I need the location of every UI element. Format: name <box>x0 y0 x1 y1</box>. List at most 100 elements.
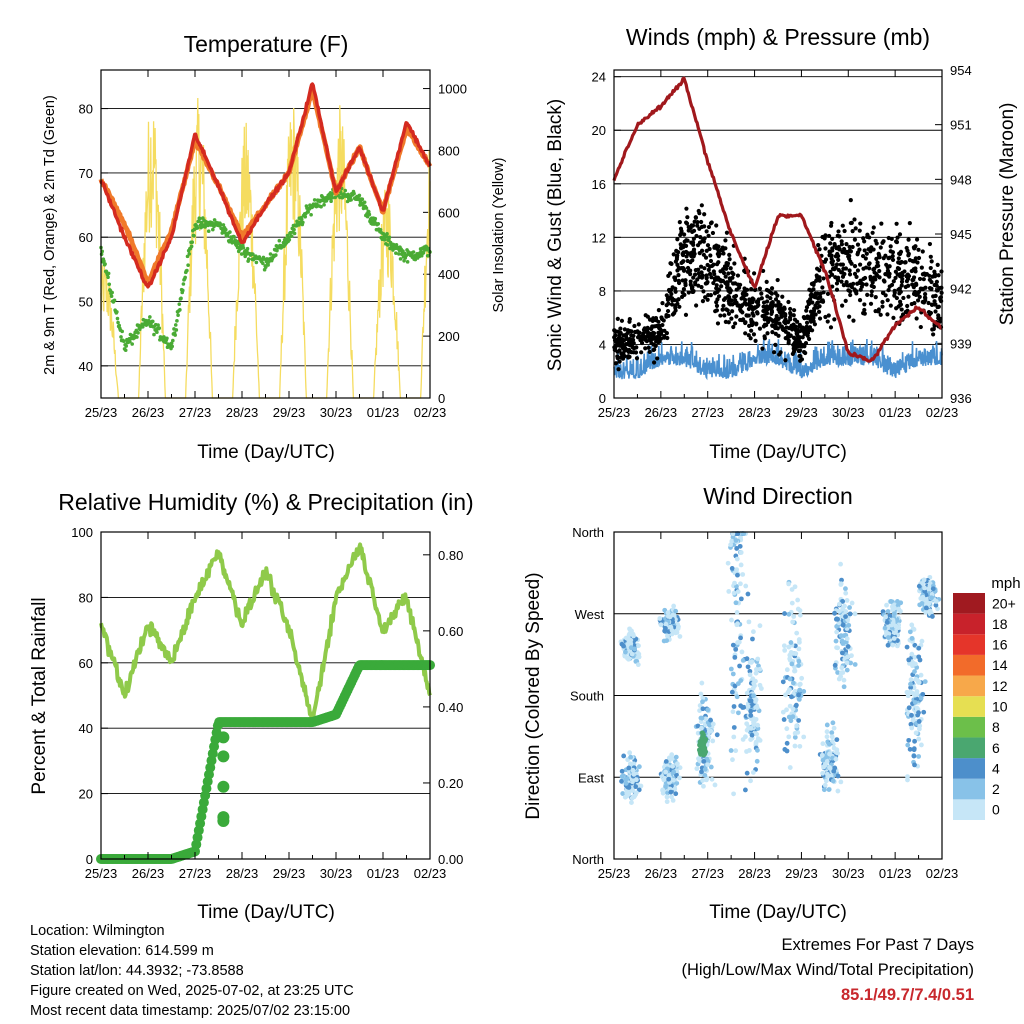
direction-point <box>758 686 764 691</box>
direction-point <box>712 782 718 788</box>
dewpoint-point <box>382 238 387 242</box>
gust-point <box>699 203 704 208</box>
dewpoint-point <box>245 246 250 251</box>
gust-point <box>894 295 899 301</box>
direction-point <box>844 636 850 642</box>
gust-point <box>675 262 680 267</box>
gust-point <box>693 215 699 220</box>
gust-point <box>738 307 743 312</box>
gust-point <box>693 268 698 273</box>
gust-point <box>627 329 633 334</box>
gust-point <box>848 198 853 203</box>
gust-point <box>673 305 678 310</box>
direction-point <box>920 691 926 697</box>
dewpoint-point <box>176 313 180 318</box>
gust-point <box>681 243 686 249</box>
gust-point <box>618 326 623 331</box>
direction-point <box>708 717 713 723</box>
direction-point <box>665 610 671 616</box>
gust-point <box>811 315 816 321</box>
gust-point <box>917 294 922 299</box>
winds-xtick-label: 28/23 <box>738 405 771 420</box>
dewpoint-point <box>206 223 210 228</box>
gust-point <box>714 286 719 291</box>
direction-point <box>699 769 704 775</box>
gust-point <box>800 344 805 349</box>
gust-point <box>862 239 867 244</box>
humidity-ytick-label-right: 0.00 <box>438 852 463 867</box>
gust-point <box>773 331 778 336</box>
direction-point <box>799 675 805 681</box>
gust-point <box>689 251 694 256</box>
gust-point <box>820 285 825 290</box>
direction-point <box>907 746 913 752</box>
winds-ytick-label-right: 942 <box>950 282 972 297</box>
dewpoint-point <box>275 248 279 253</box>
direction-point <box>882 625 888 631</box>
direction-point <box>921 577 927 583</box>
direction-point <box>892 630 897 636</box>
gust-point <box>694 303 699 308</box>
direction-point <box>795 597 801 603</box>
gust-point <box>782 319 787 325</box>
direction-point <box>914 696 919 702</box>
rainfall-point <box>217 811 230 824</box>
gust-point <box>850 229 855 234</box>
direction-point <box>796 637 802 642</box>
direction-point <box>666 773 672 778</box>
direction-ylabel-left: Direction (Colored By Speed) <box>523 572 544 819</box>
gust-point <box>862 302 867 307</box>
direction-point <box>662 776 668 781</box>
winds-ytick-label-left: 24 <box>592 70 606 85</box>
gust-point <box>781 310 786 315</box>
gust-point <box>715 262 720 267</box>
dewpoint-point <box>115 310 119 314</box>
direction-point <box>782 647 788 653</box>
gust-point <box>846 288 851 293</box>
dewpoint-point <box>404 253 409 257</box>
gust-point <box>797 353 802 359</box>
gust-point <box>790 351 795 357</box>
direction-point <box>906 737 912 743</box>
colorbar-label: 18 <box>992 616 1008 632</box>
gust-point <box>852 217 857 222</box>
direction-point <box>636 643 641 649</box>
gust-point <box>746 333 751 338</box>
direction-point <box>907 629 913 635</box>
direction-point <box>916 645 922 651</box>
gust-point <box>840 303 845 308</box>
gust-point <box>683 312 689 317</box>
direction-point <box>841 677 847 683</box>
gust-point <box>645 314 650 319</box>
gust-point <box>899 279 905 284</box>
direction-point <box>737 543 743 549</box>
dewpoint-point <box>244 252 249 257</box>
gust-point <box>705 280 710 285</box>
direction-point <box>908 681 913 687</box>
direction-point <box>714 732 720 738</box>
gust-point <box>804 320 810 325</box>
dewpoint-point <box>306 210 310 214</box>
gust-point <box>629 340 634 345</box>
gust-point <box>828 241 833 246</box>
gust-point <box>655 356 660 361</box>
gust-point <box>720 307 725 312</box>
gust-point <box>753 338 758 343</box>
humidity-xtick-label: 26/23 <box>132 866 165 881</box>
gust-point <box>712 271 717 277</box>
direction-point <box>747 672 753 678</box>
gust-point <box>914 316 919 321</box>
winds-ytick-label-left: 16 <box>592 177 606 192</box>
direction-point <box>839 638 845 644</box>
dewpoint-point <box>177 302 182 306</box>
gust-point <box>699 219 704 225</box>
gust-point <box>812 294 817 299</box>
gust-point <box>732 321 738 326</box>
gust-point <box>775 293 780 298</box>
gust-point <box>695 223 700 228</box>
direction-xlabel: Time (Day/UTC) <box>709 902 847 923</box>
direction-point <box>833 756 839 762</box>
gust-point <box>826 313 831 318</box>
dewpoint-point <box>173 323 178 327</box>
gust-point <box>918 324 923 330</box>
